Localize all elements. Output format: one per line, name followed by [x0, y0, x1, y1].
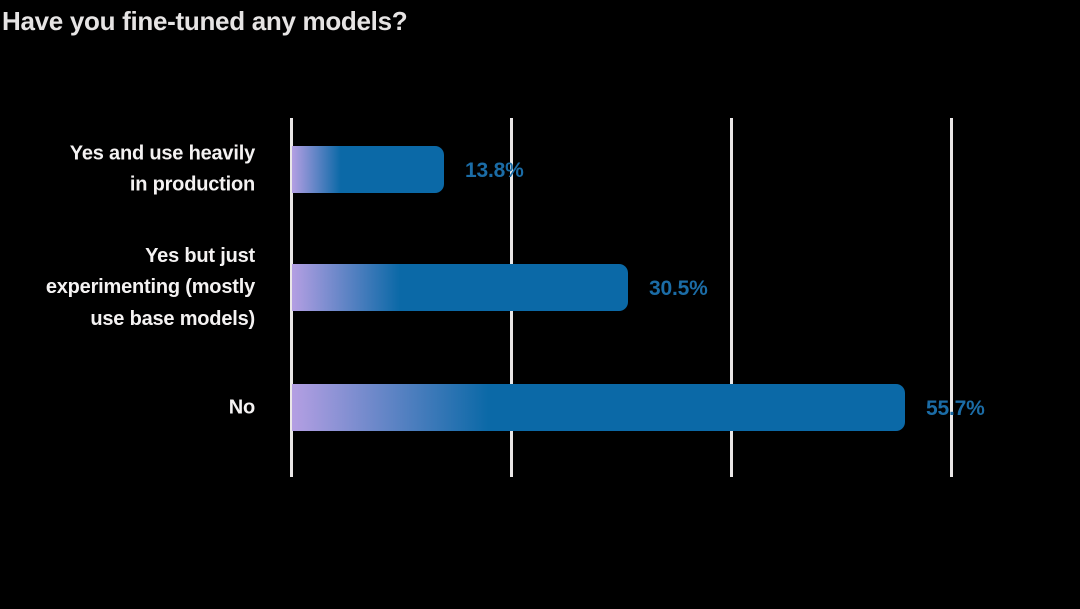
- bar-2: [292, 384, 905, 431]
- category-label: Yes but just experimenting (mostly use bas…: [0, 240, 255, 335]
- category-label-line: experimenting (mostly: [45, 275, 255, 298]
- value-label: 55.7%: [926, 396, 985, 420]
- value-label: 30.5%: [649, 276, 708, 300]
- category-label: No: [0, 392, 255, 424]
- category-label-line: Yes and use heavily: [69, 142, 255, 164]
- gridline: [730, 118, 733, 477]
- category-label-line: No: [228, 395, 255, 418]
- category-label-line: use base models): [90, 307, 255, 330]
- gridline: [950, 118, 953, 477]
- category-label-line: in production: [129, 173, 255, 196]
- category-label-line: Yes but just: [145, 244, 255, 267]
- gridline: [290, 118, 293, 477]
- bar-0: [292, 146, 444, 193]
- category-label: Yes and use heavily in production: [0, 138, 255, 201]
- bar-1: [292, 264, 628, 311]
- chart-title: Have you fine-tuned any models?: [2, 6, 408, 36]
- value-label: 13.8%: [465, 158, 524, 182]
